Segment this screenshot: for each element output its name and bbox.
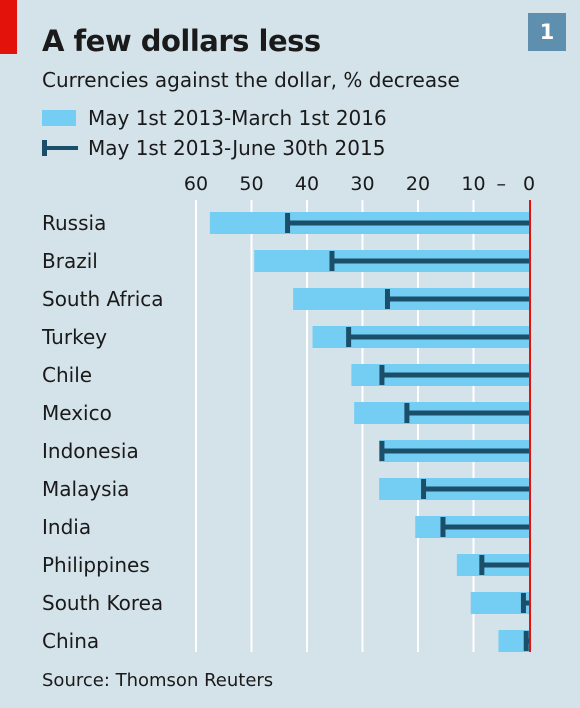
x-tick-label: 20: [406, 173, 430, 195]
x-tick-label: 10: [461, 173, 485, 195]
range-line: [442, 524, 529, 530]
x-tick-label: 50: [239, 173, 263, 195]
range-line-end-tick: [479, 555, 485, 575]
category-label: Chile: [42, 363, 92, 387]
range-line: [387, 296, 529, 302]
range-line-end-tick: [329, 251, 335, 271]
range-line: [348, 334, 529, 340]
x-tick-label: 0: [523, 173, 535, 195]
legend-item-bar: May 1st 2013-March 1st 2016: [42, 106, 387, 130]
source-note: Source: Thomson Reuters: [42, 670, 274, 691]
category-label: Philippines: [42, 553, 150, 577]
chart-number-badge: 1: [528, 13, 566, 51]
range-line-end-tick: [523, 631, 529, 651]
category-label: Turkey: [41, 325, 107, 349]
range-line-end-tick: [379, 365, 385, 385]
range-line-end-tick: [520, 593, 526, 613]
range-line: [287, 220, 529, 226]
range-line: [381, 448, 529, 454]
range-line-end-tick: [440, 517, 446, 537]
bar: [498, 630, 529, 652]
range-line-end-tick: [421, 479, 427, 499]
category-label: India: [42, 515, 91, 539]
category-label: Brazil: [42, 249, 98, 273]
category-label: China: [42, 629, 99, 653]
brand-tab: [0, 0, 17, 54]
range-line: [381, 372, 529, 378]
category-label: Malaysia: [42, 477, 129, 501]
range-line: [481, 562, 529, 568]
x-tick-label: 30: [350, 173, 374, 195]
range-line: [331, 258, 529, 264]
category-label: South Africa: [42, 287, 164, 311]
range-line-end-tick: [285, 213, 291, 233]
x-tick-label: 60: [184, 173, 208, 195]
range-line-end-tick: [379, 441, 385, 461]
range-line: [423, 486, 529, 492]
legend-item-line: May 1st 2013-June 30th 2015: [42, 136, 385, 160]
chart-subtitle: Currencies against the dollar, % decreas…: [42, 68, 460, 92]
x-tick-label: 40: [295, 173, 319, 195]
category-label: Indonesia: [42, 439, 139, 463]
range-line-end-tick: [404, 403, 410, 423]
category-label: Russia: [42, 211, 106, 235]
range-line-end-tick: [384, 289, 390, 309]
category-label: South Korea: [42, 591, 163, 615]
legend-bar-swatch: [42, 110, 76, 126]
x-tick-label: –: [497, 173, 507, 195]
category-label: Mexico: [42, 401, 112, 425]
range-line: [406, 410, 529, 416]
legend-bar-label: May 1st 2013-March 1st 2016: [88, 106, 387, 130]
legend-line-label: May 1st 2013-June 30th 2015: [88, 136, 386, 160]
chart-title: A few dollars less: [42, 24, 321, 58]
legend-line-swatch: [42, 140, 78, 156]
range-line-end-tick: [346, 327, 352, 347]
range-line: [523, 600, 529, 606]
bar: [470, 592, 529, 614]
